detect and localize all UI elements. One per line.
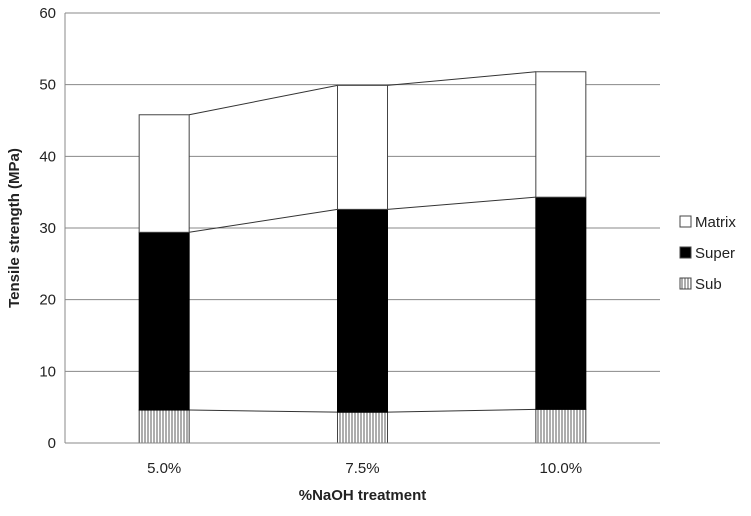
connector-super [189, 208, 338, 233]
y-tick-label: 60 [39, 5, 56, 22]
bar-sub-1 [337, 411, 388, 444]
y-tick-label: 0 [48, 435, 56, 452]
x-tick-label: 5.0% [147, 460, 181, 477]
legend-swatch-matrix [679, 215, 692, 228]
bars [138, 71, 587, 444]
x-tick-label: 7.5% [345, 460, 379, 477]
connector-super [387, 196, 536, 210]
connector-sub [189, 409, 338, 413]
bar-sub-2 [535, 408, 587, 444]
bar-super-0 [138, 231, 190, 411]
series-connector-lines [189, 71, 536, 413]
x-axis-title: %NaOH treatment [299, 487, 427, 504]
bar-super-2 [535, 196, 587, 410]
y-tick-label: 20 [39, 292, 56, 309]
y-tick-label: 50 [39, 77, 56, 94]
legend-swatch-sub [679, 277, 692, 290]
bar-matrix-0 [138, 114, 190, 233]
legend-label-super: Super [695, 245, 735, 262]
y-axis-title: Tensile strength (MPa) [6, 148, 23, 308]
bar-sub-0 [138, 409, 190, 444]
axes: 0 10 20 30 40 50 60 5.0% 7.5% 10.0% %NaOH treatmen… [6, 5, 660, 504]
connector-matrix [387, 71, 536, 86]
legend: Matrix Super Sub [679, 214, 736, 293]
legend-label-matrix: Matrix [695, 214, 736, 231]
y-tick-label: 10 [39, 363, 56, 380]
bar-matrix-1 [337, 84, 388, 210]
bar-matrix-2 [535, 71, 587, 198]
y-tick-label: 30 [39, 220, 56, 237]
connector-matrix [189, 84, 338, 116]
legend-label-sub: Sub [695, 276, 722, 293]
legend-swatch-super [679, 246, 692, 259]
x-tick-label: 10.0% [540, 460, 583, 477]
connector-sub [387, 408, 536, 413]
y-tick-label: 40 [39, 148, 56, 165]
bar-super-1 [337, 208, 388, 413]
